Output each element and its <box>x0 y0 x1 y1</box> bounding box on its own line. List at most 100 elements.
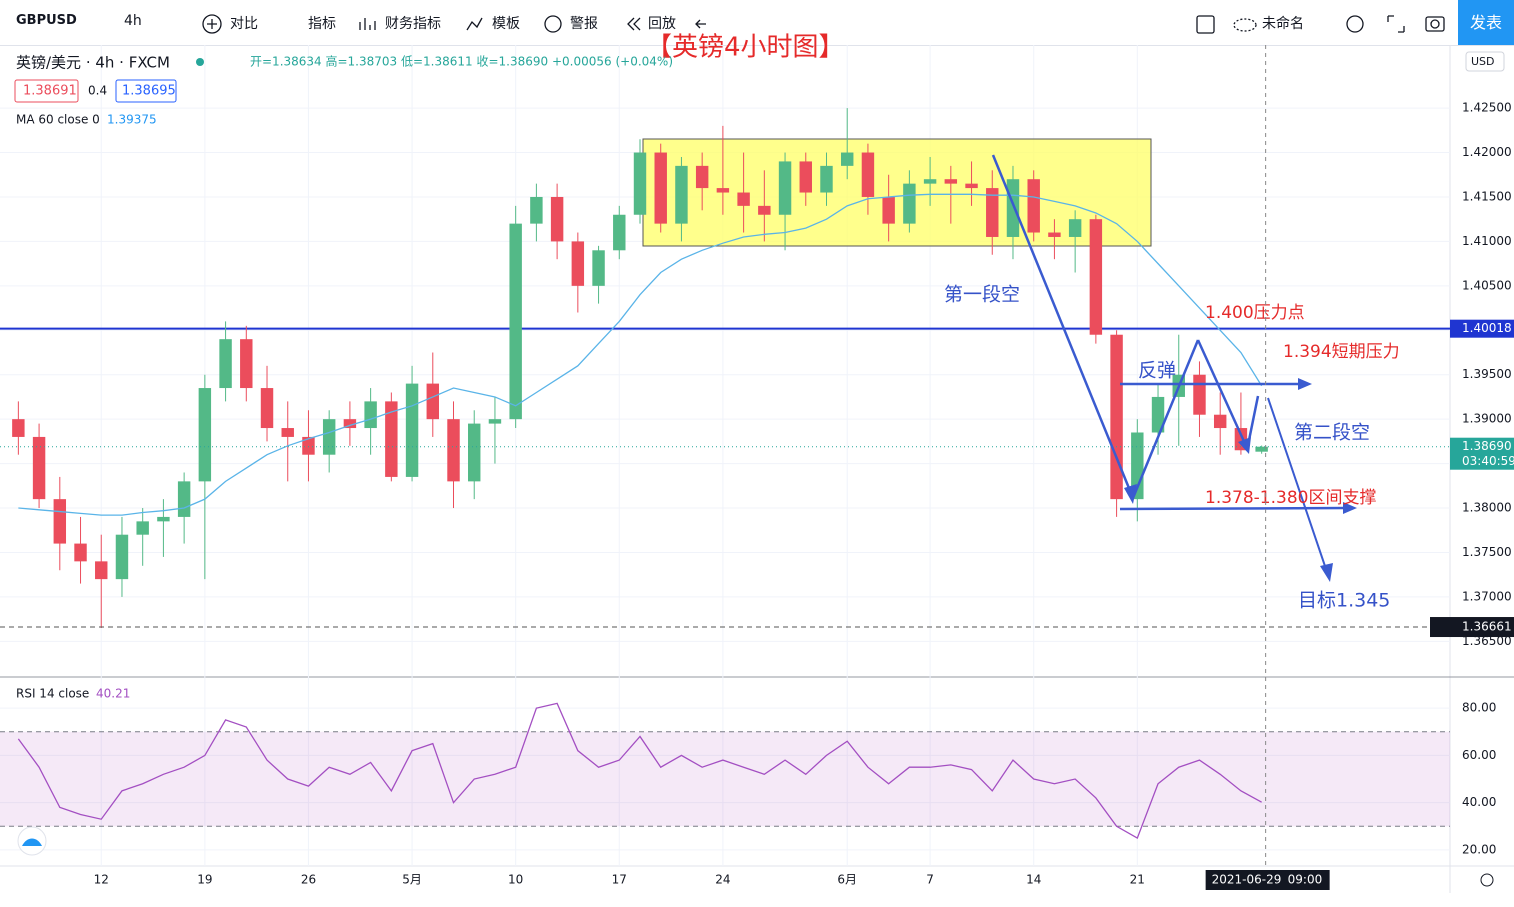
candle-body <box>778 161 792 215</box>
candle-body <box>986 188 999 237</box>
candle-body <box>613 214 626 251</box>
annotation: 第二段空 <box>1294 422 1370 444</box>
candle-body <box>488 419 502 424</box>
price-label-box <box>1450 437 1514 470</box>
candle-body <box>820 165 833 193</box>
ma-legend: MA 60 close 0 <box>16 113 100 127</box>
toolbar-icons <box>202 14 1445 34</box>
rsi-legend: RSI 14 close <box>16 687 89 701</box>
candle-body <box>32 436 46 500</box>
ask: 1.38695 <box>122 84 176 99</box>
grid <box>0 45 1450 866</box>
candle-body <box>509 223 522 420</box>
rsi-band <box>0 731 1450 827</box>
annotation: 反弹 <box>1138 360 1176 382</box>
annotation: 1.378-1.380区间支撑 <box>1205 488 1376 508</box>
candle-body <box>923 179 937 184</box>
y-tick-label: 1.41000 <box>1462 234 1512 248</box>
candle-body <box>1006 179 1020 237</box>
y-tick-label: 1.42500 <box>1462 101 1512 115</box>
last-price-label: 1.38690 <box>1462 439 1512 453</box>
layout-name[interactable]: 未命名 <box>1262 16 1304 32</box>
candle-body <box>550 196 564 242</box>
status-dot <box>196 58 204 66</box>
candle-body <box>840 152 854 166</box>
candle-body <box>1068 219 1082 237</box>
candle-body <box>302 436 315 455</box>
y-tick-label: 60.00 <box>1462 748 1496 762</box>
candle-body <box>53 499 67 544</box>
candle-body <box>530 196 543 224</box>
x-tick-label: 19 <box>197 873 212 887</box>
candle-body <box>571 241 585 286</box>
x-tick-label: 14 <box>1026 873 1041 887</box>
y-tick-label: 20.00 <box>1462 842 1496 856</box>
y-tick-label: 1.37000 <box>1462 589 1512 603</box>
candle-body <box>882 196 895 224</box>
financials[interactable]: 财务指标 <box>385 16 441 32</box>
candle-body <box>364 401 377 429</box>
candle-body <box>447 419 460 482</box>
candle-body <box>654 152 667 224</box>
toolbar: GBPUSD 4h 对比 指标 财务指标 模板 警报 回放 未命名 发表 <box>0 0 1514 46</box>
x-tick-label: 7 <box>926 873 934 887</box>
x-tick-label: 21 <box>1130 873 1145 887</box>
crosshair-box <box>1430 617 1514 638</box>
candle-body <box>965 183 978 189</box>
candle-body <box>115 534 129 580</box>
templates[interactable]: 模板 <box>492 16 520 32</box>
candle-body <box>944 179 958 184</box>
crosshair-label: 1.36661 <box>1462 620 1512 634</box>
candle-body <box>1089 219 1103 335</box>
settings-icon[interactable] <box>1480 873 1494 887</box>
y-tick-label: 1.39000 <box>1462 412 1512 426</box>
compare[interactable]: 对比 <box>230 16 258 32</box>
alerts[interactable]: 警报 <box>570 16 598 32</box>
candle-body <box>1193 374 1206 415</box>
y-tick-label: 80.00 <box>1462 701 1496 715</box>
ma-line <box>18 193 1263 516</box>
candle-body <box>1213 414 1227 429</box>
candle-body <box>1151 396 1165 433</box>
candle-body <box>633 152 647 215</box>
annotation: 1.394短期压力 <box>1283 342 1400 362</box>
symbol[interactable]: GBPUSD <box>16 13 77 28</box>
indicators[interactable]: 指标 <box>308 16 336 32</box>
candle-body <box>405 383 419 477</box>
date-label: 2021-06-29 <box>1212 873 1282 887</box>
candle-body <box>95 561 108 580</box>
ask-box[interactable] <box>115 79 177 103</box>
publish-button[interactable]: 发表 <box>1458 0 1514 45</box>
currency-button[interactable] <box>1465 51 1505 72</box>
x-tick-label: 6月 <box>837 873 857 887</box>
x-tick-label: 5月 <box>402 873 422 887</box>
hline-label: 1.40018 <box>1462 321 1512 335</box>
y-tick-label: 1.42000 <box>1462 145 1512 159</box>
annotation: 第一段空 <box>944 284 1020 306</box>
y-tick-label: 1.40500 <box>1462 278 1512 292</box>
candle-body <box>177 481 191 517</box>
y-tick-label: 1.36500 <box>1462 634 1512 648</box>
replay[interactable]: 回放 <box>648 16 676 32</box>
legend-ohlc: 开=1.38634 高=1.38703 低=1.38611 收=1.38690 … <box>250 54 673 69</box>
candle-body <box>12 419 25 437</box>
candle-body <box>861 152 875 197</box>
candle-body <box>695 165 709 189</box>
candle-body <box>1255 446 1268 452</box>
plot <box>0 108 1450 840</box>
candle-body <box>136 521 149 535</box>
x-tick-label: 12 <box>94 873 109 887</box>
candle-body <box>343 419 357 429</box>
interval[interactable]: 4h <box>124 13 142 29</box>
candle-body <box>737 192 750 206</box>
y-tick-label: 1.39500 <box>1462 367 1512 381</box>
bid-box[interactable] <box>14 79 79 103</box>
price-label-box <box>1450 319 1514 338</box>
candle-body <box>426 383 440 420</box>
x-tick-label: 10 <box>508 873 523 887</box>
candle-body <box>758 205 771 215</box>
x-tick-label: 26 <box>301 873 316 887</box>
date-box <box>1205 870 1330 890</box>
